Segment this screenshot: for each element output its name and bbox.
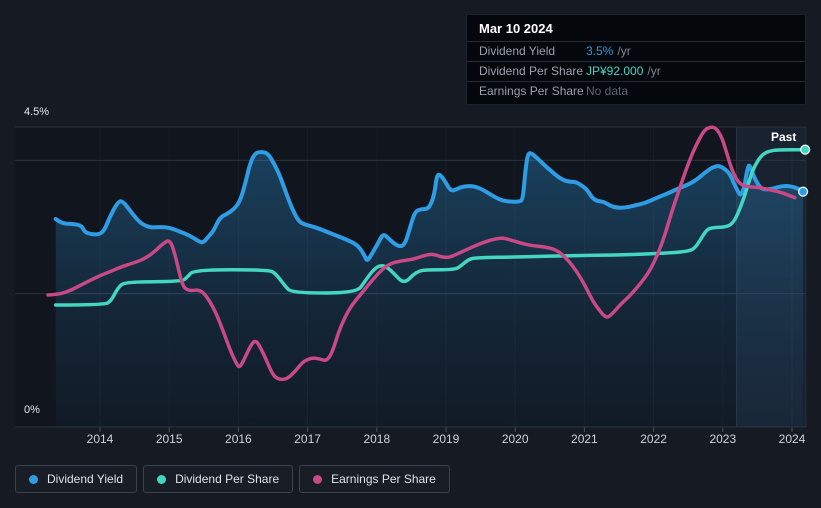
y-axis-label-bottom: 0%: [24, 404, 40, 416]
x-axis-label-2015: 2015: [155, 432, 183, 446]
legend-dot-icon: [157, 474, 167, 484]
legend-label: Earnings Per Share: [331, 472, 436, 486]
tooltip-value: 3.5%: [586, 44, 614, 58]
earnings-per-share-line: [46, 125, 797, 382]
dividend-yield-area: [55, 152, 804, 427]
x-axis-label-2020: 2020: [501, 432, 529, 446]
y-axis-label-top: 4.5%: [24, 106, 50, 118]
tooltip-suffix: /yr: [617, 44, 631, 58]
x-axis-label-2024: 2024: [778, 432, 806, 446]
x-axis-label-2021: 2021: [571, 432, 598, 446]
legend-item-dividend-yield[interactable]: Dividend Yield: [15, 465, 138, 493]
x-axis-label-2022: 2022: [640, 432, 667, 446]
x-axis-label-2014: 2014: [86, 432, 114, 446]
chart-tooltip: Mar 10 2024 Dividend Yield 3.5% /yr Divi…: [466, 14, 806, 105]
x-axis-label-2018: 2018: [363, 432, 391, 446]
legend-item-dividend-per-share[interactable]: Dividend Per Share: [143, 465, 294, 493]
dividend-yield-end-dot: [797, 186, 809, 197]
dividend-per-share-line: [53, 147, 807, 307]
dividend-per-share-end-dot: [799, 144, 811, 155]
past-label: Past: [771, 130, 797, 144]
tooltip-value: JP¥92.000: [586, 64, 644, 78]
legend-item-earnings-per-share[interactable]: Earnings Per Share: [299, 465, 450, 493]
tooltip-suffix: /yr: [647, 64, 661, 78]
dividend-yield-line: [53, 150, 806, 262]
tooltip-label: Earnings Per Share: [479, 84, 584, 98]
tooltip-row-earnings-per-share: Earnings Per Share No data: [467, 81, 805, 101]
x-axis-label-2023: 2023: [709, 432, 737, 446]
tooltip-row-dividend-per-share: Dividend Per Share JP¥92.000 /yr: [467, 61, 805, 81]
legend-dot-icon: [29, 474, 38, 484]
tooltip-label: Dividend Yield: [479, 44, 556, 58]
legend-dot-icon: [313, 474, 323, 484]
tooltip-label: Dividend Per Share: [479, 64, 584, 78]
x-axis-label-2019: 2019: [432, 432, 460, 446]
tooltip-row-dividend-yield: Dividend Yield 3.5% /yr: [467, 41, 805, 61]
x-axis-label-2017: 2017: [294, 432, 321, 446]
tooltip-date: Mar 10 2024: [479, 21, 553, 36]
legend-label: Dividend Yield: [47, 472, 124, 486]
x-axis-label-2016: 2016: [225, 432, 252, 446]
chart-legend: Dividend Yield Dividend Per Share Earnin…: [15, 465, 450, 493]
legend-label: Dividend Per Share: [175, 472, 280, 486]
tooltip-value: No data: [586, 84, 629, 98]
chart-canvas[interactable]: [0, 0, 821, 460]
